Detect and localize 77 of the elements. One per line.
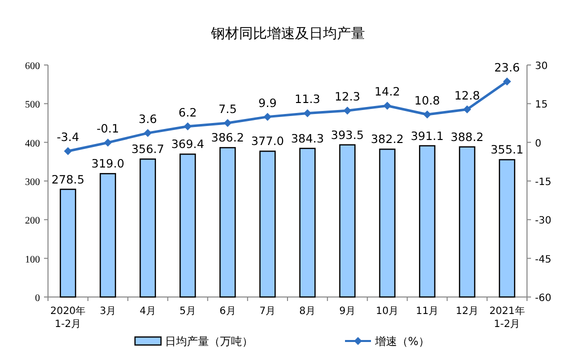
data-label: 7.5 bbox=[218, 102, 237, 116]
point bbox=[104, 138, 112, 147]
bar bbox=[219, 147, 236, 298]
data-label: 393.5 bbox=[330, 128, 364, 142]
data-label: 382.2 bbox=[370, 132, 404, 146]
y-tick-label: 500 bbox=[25, 100, 40, 111]
bar bbox=[259, 150, 276, 298]
y2-tick-label: 15 bbox=[535, 100, 548, 111]
y2-tick-label: 0 bbox=[535, 138, 542, 150]
bar bbox=[419, 145, 436, 298]
x-tick-label: 11月 bbox=[416, 306, 439, 317]
data-label: 9.9 bbox=[258, 96, 277, 110]
data-label: 10.8 bbox=[414, 93, 440, 108]
y2-tick-label: -60 bbox=[535, 293, 552, 304]
data-label: 14.2 bbox=[374, 84, 400, 99]
data-label: 384.3 bbox=[290, 131, 324, 146]
x-tick-label: 7月 bbox=[259, 306, 276, 317]
data-label: 355.1 bbox=[490, 142, 524, 157]
bar bbox=[60, 188, 76, 298]
point bbox=[343, 106, 352, 115]
x-tick-label: 10月 bbox=[376, 306, 399, 317]
bar bbox=[180, 154, 196, 298]
point bbox=[383, 102, 392, 110]
bar bbox=[379, 148, 396, 298]
point bbox=[264, 112, 272, 121]
point bbox=[144, 129, 152, 138]
bar bbox=[140, 158, 156, 298]
data-label: 356.7 bbox=[131, 142, 164, 156]
chart-title: 钢材同比增速及日均产量 bbox=[210, 26, 365, 42]
bar bbox=[299, 148, 316, 298]
legend-label: 日均产量（万吨） bbox=[165, 335, 253, 348]
x-tick-label: 2020年 1-2月 bbox=[50, 305, 86, 330]
bar bbox=[100, 173, 116, 298]
bar bbox=[339, 144, 356, 298]
x-tick-label: 3月 bbox=[100, 306, 116, 317]
y-tick-label: 0 bbox=[35, 293, 40, 304]
point bbox=[503, 78, 512, 86]
data-label: 6.2 bbox=[178, 105, 197, 120]
data-label: 12.8 bbox=[454, 88, 480, 102]
x-tick-label: 6月 bbox=[219, 306, 236, 317]
y-tick-label: 400 bbox=[25, 138, 40, 150]
data-label: 386.2 bbox=[211, 130, 244, 145]
point bbox=[224, 119, 232, 127]
y-tick-label: 600 bbox=[25, 61, 40, 72]
data-label: 388.2 bbox=[450, 130, 484, 144]
y2-tick-label: 30 bbox=[535, 61, 548, 72]
data-label: 319.0 bbox=[91, 156, 124, 171]
bar bbox=[458, 146, 476, 298]
point bbox=[423, 110, 432, 118]
x-tick-label: 9月 bbox=[339, 306, 356, 317]
bar bbox=[498, 159, 516, 298]
data-label: 377.0 bbox=[251, 134, 284, 148]
point bbox=[184, 122, 192, 130]
y-tick-label: 200 bbox=[25, 216, 40, 227]
data-label: 391.1 bbox=[410, 128, 444, 143]
y2-tick-label: -45 bbox=[535, 254, 552, 266]
point bbox=[463, 105, 472, 114]
x-tick-label: 8月 bbox=[299, 306, 316, 317]
point bbox=[303, 109, 312, 118]
y2-tick-label: -30 bbox=[535, 216, 552, 227]
data-label: 11.3 bbox=[294, 92, 320, 106]
x-tick-label: 12月 bbox=[456, 306, 478, 317]
y2-tick-label: -15 bbox=[535, 177, 552, 188]
y-tick-label: 300 bbox=[25, 177, 40, 188]
y-tick-label: 100 bbox=[25, 254, 40, 266]
legend-label: 增速（%） bbox=[374, 335, 430, 348]
data-label: 12.3 bbox=[334, 90, 360, 104]
data-label: 278.5 bbox=[51, 172, 84, 186]
data-label: 23.6 bbox=[494, 60, 520, 74]
data-label: -3.4 bbox=[56, 130, 80, 144]
data-label: -0.1 bbox=[96, 122, 120, 136]
x-tick-label: 4月 bbox=[140, 306, 156, 317]
x-tick-label: 5月 bbox=[180, 306, 196, 317]
x-tick-label: 2021年 1-2月 bbox=[489, 305, 525, 330]
point bbox=[64, 147, 72, 156]
data-label: 3.6 bbox=[138, 112, 157, 126]
data-label: 369.4 bbox=[171, 137, 204, 152]
